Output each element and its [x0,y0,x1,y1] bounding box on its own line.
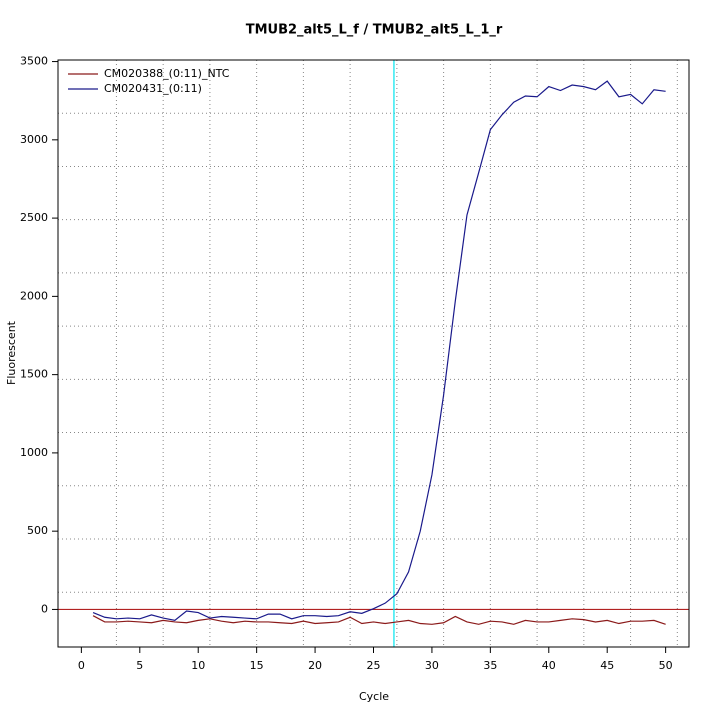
y-tick-label: 3000 [20,133,48,146]
plot-frame [57,59,690,648]
y-tick-label: 3500 [20,55,48,68]
legend-label: CM020388_(0:11)_NTC [104,67,230,80]
x-tick-label: 35 [483,659,497,672]
y-tick-label: 2500 [20,211,48,224]
x-tick-label: 45 [600,659,614,672]
x-tick-label: 50 [659,659,673,672]
x-tick-label: 5 [136,659,143,672]
chart-title: TMUB2_alt5_L_f / TMUB2_alt5_L_1_r [246,23,503,38]
x-tick-label: 10 [191,659,205,672]
y-axis-label: Fluorescent [5,320,18,385]
x-tick-label: 40 [542,659,556,672]
x-axis-label: Cycle [359,690,389,703]
y-tick-label: 2000 [20,289,48,302]
y-tick-label: 1500 [20,368,48,381]
y-tick-label: 0 [41,602,48,615]
x-tick-label: 25 [367,659,381,672]
legend-label: CM020431_(0:11) [104,82,202,95]
series-line [92,615,666,625]
x-tick-label: 0 [78,659,85,672]
y-tick-label: 500 [27,524,48,537]
x-tick-label: 15 [250,659,264,672]
x-tick-label: 30 [425,659,439,672]
y-tick-label: 1000 [20,446,48,459]
x-tick-label: 20 [308,659,322,672]
series-line [92,80,666,622]
